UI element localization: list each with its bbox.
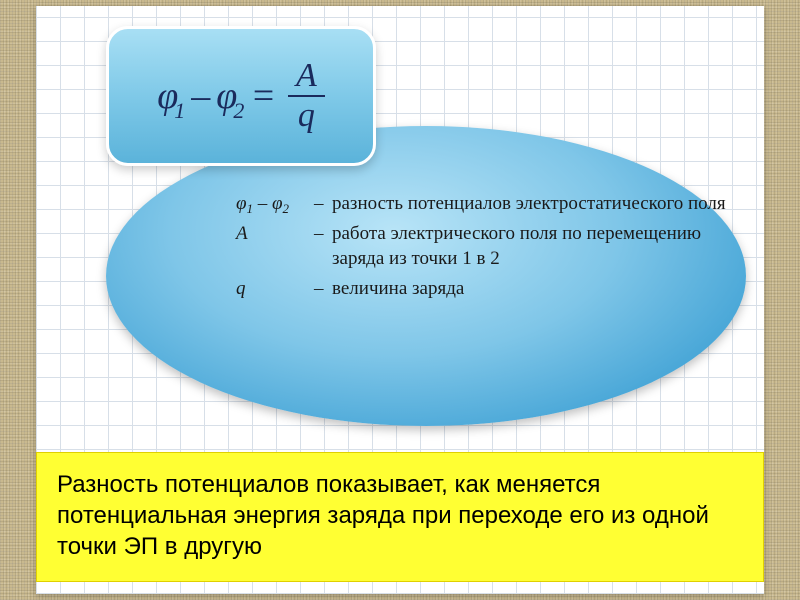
legend-separator: – [314, 276, 332, 302]
legend-text: разность потенциалов электростатического… [332, 191, 736, 217]
legend-symbol-phi-diff: φ1 – φ2 [236, 191, 314, 217]
phi1: φ1 [157, 74, 185, 118]
equals-sign: = [250, 74, 276, 118]
legend-separator: – [314, 221, 332, 272]
formula: φ1 – φ2 = A q [157, 59, 325, 133]
fraction: A q [288, 59, 325, 133]
legend-row: A – работа электрического поля по переме… [236, 221, 736, 272]
denominator: q [298, 97, 315, 133]
legend-text: величина заряда [332, 276, 736, 302]
legend: φ1 – φ2 – разность потенциалов электрост… [236, 191, 736, 306]
legend-row: φ1 – φ2 – разность потенциалов электрост… [236, 191, 736, 217]
caption-box: Разность потенциалов показывает, как мен… [36, 452, 764, 582]
legend-row: q – величина заряда [236, 276, 736, 302]
minus-sign: – [191, 74, 210, 118]
legend-symbol-A: A [236, 221, 314, 272]
legend-text: работа электрического поля по перемещени… [332, 221, 736, 272]
phi2: φ2 [216, 74, 244, 118]
numerator: A [288, 59, 325, 97]
legend-symbol-q: q [236, 276, 314, 302]
caption-text: Разность потенциалов показывает, как мен… [57, 471, 709, 560]
formula-box: φ1 – φ2 = A q [106, 26, 376, 166]
legend-separator: – [314, 191, 332, 217]
